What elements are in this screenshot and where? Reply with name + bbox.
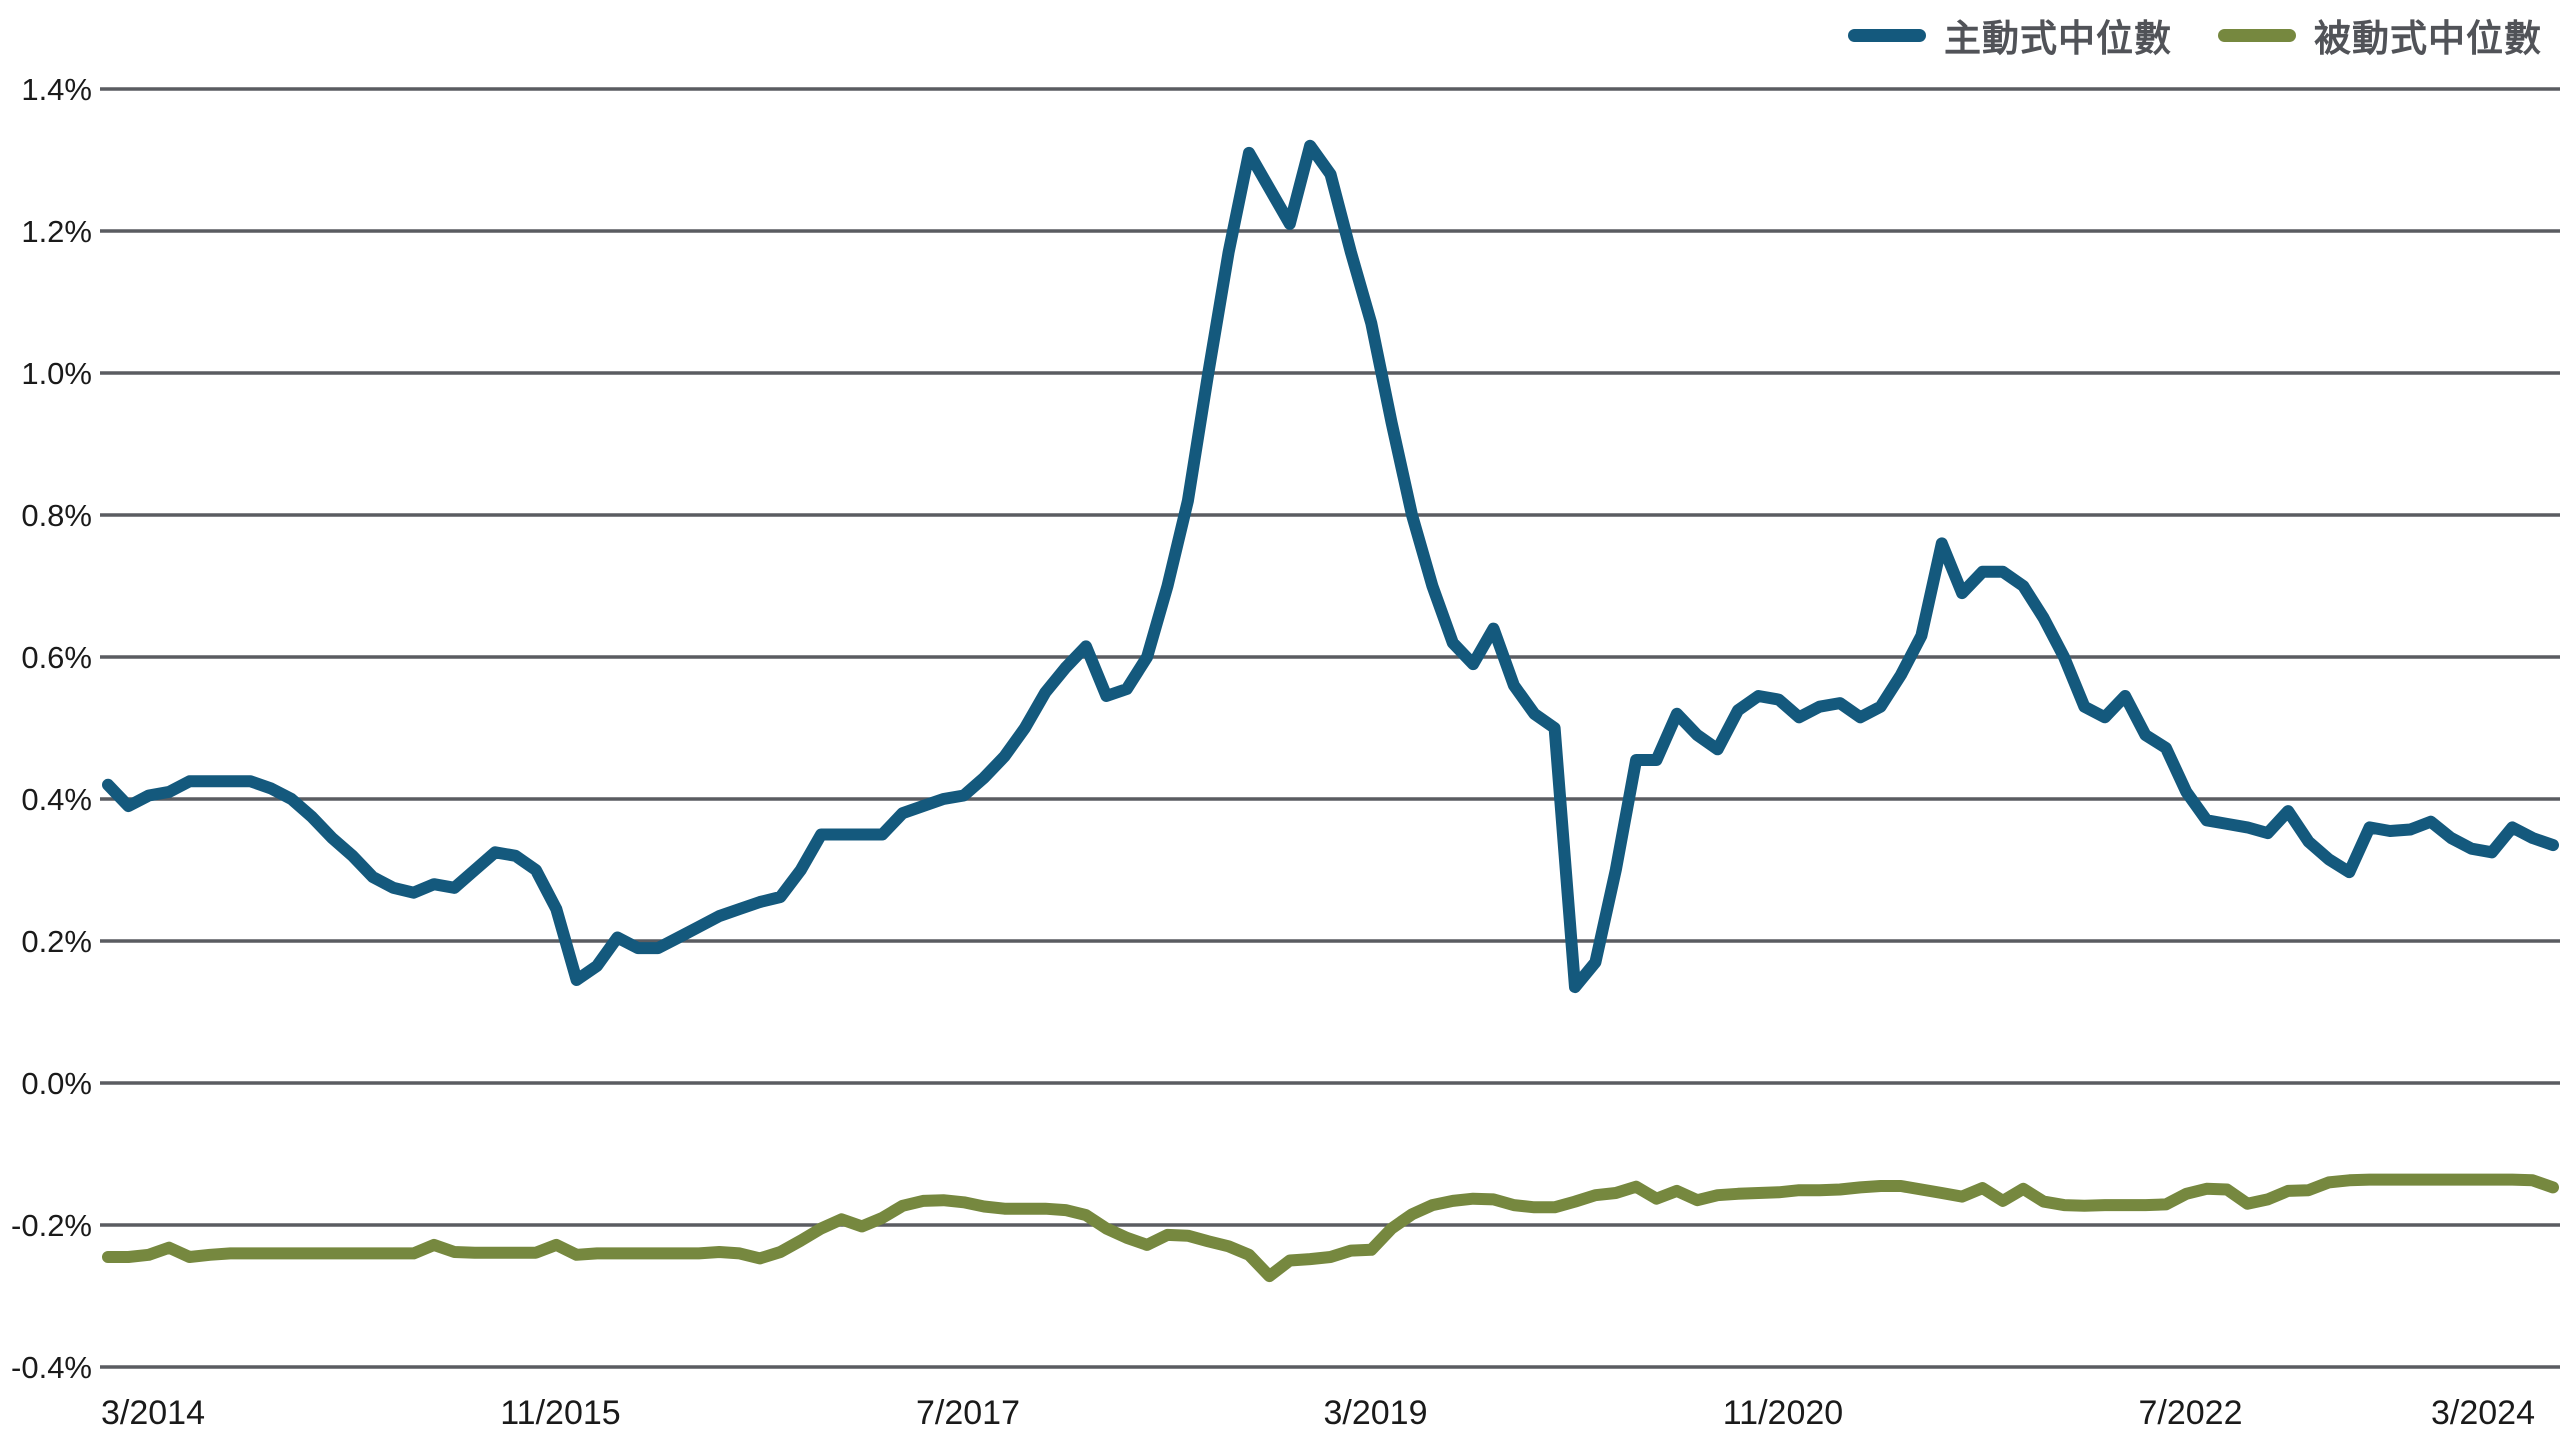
legend: 主動式中位數 被動式中位數 — [1848, 8, 2542, 62]
legend-item-active-median[interactable]: 主動式中位數 — [1848, 8, 2172, 62]
y-tick-label: 0.4% — [21, 782, 92, 817]
series-line-active-median — [102, 139, 2559, 994]
x-tick-label: 3/2019 — [1324, 1394, 1428, 1432]
legend-label-passive: 被動式中位數 — [2314, 18, 2542, 59]
x-tick-label: 7/2017 — [916, 1394, 1020, 1432]
x-tick-label: 7/2022 — [2139, 1394, 2243, 1432]
y-tick-label: 0.2% — [21, 924, 92, 959]
x-tick-label: 3/2024 — [2431, 1394, 2535, 1432]
x-tick-label: 11/2020 — [1723, 1394, 1843, 1432]
y-tick-label: 0.8% — [21, 498, 92, 533]
active-series-swatch-icon — [1848, 28, 1926, 42]
x-tick-label: 11/2015 — [500, 1394, 620, 1432]
passive-series-swatch-icon — [2218, 28, 2296, 42]
series-line-passive-median — [102, 1173, 2559, 1283]
y-tick-label: -0.2% — [11, 1208, 92, 1243]
legend-label-active: 主動式中位數 — [1944, 18, 2172, 59]
y-tick-label: 0.0% — [21, 1066, 92, 1101]
y-tick-label: 0.6% — [21, 640, 92, 675]
legend-item-passive-median[interactable]: 被動式中位數 — [2218, 8, 2542, 62]
y-tick-label: 1.2% — [21, 214, 92, 249]
x-tick-label: 3/2014 — [101, 1394, 205, 1432]
y-tick-label: -0.4% — [11, 1350, 92, 1385]
y-tick-label: 1.4% — [21, 72, 92, 107]
y-tick-label: 1.0% — [21, 356, 92, 391]
